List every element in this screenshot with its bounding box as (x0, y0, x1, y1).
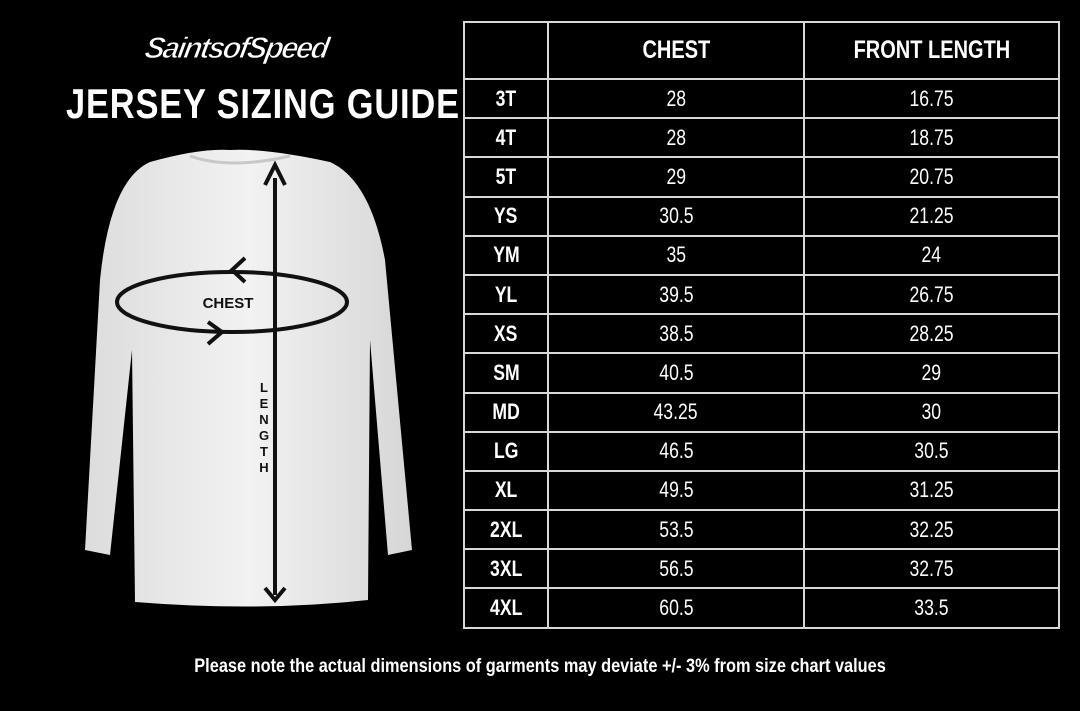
front-length-cell: 32.75 (803, 548, 1060, 590)
length-label: L E N G T H (259, 380, 269, 475)
size-cell: YM (463, 234, 549, 276)
chest-cell: 28 (547, 77, 805, 120)
front-length-cell: 20.75 (803, 156, 1060, 198)
front-length-cell: 21.25 (803, 195, 1060, 237)
chest-cell: 35 (547, 234, 805, 276)
table-row: 3T 28 16.75 (463, 77, 1060, 120)
size-cell: 3T (463, 77, 549, 120)
size-cell: YS (463, 195, 549, 237)
chest-cell: 38.5 (547, 313, 805, 355)
chest-label: CHEST (203, 295, 254, 312)
table-row: YS 30.5 21.25 (463, 195, 1060, 237)
table-row: MD 43.25 30 (463, 391, 1060, 433)
size-cell: 4T (463, 117, 549, 159)
length-letter: L (260, 380, 268, 395)
size-cell: SM (463, 352, 549, 394)
front-length-cell: 31.25 (803, 469, 1060, 512)
front-length-cell: 16.75 (803, 77, 1060, 120)
header-chest: CHEST (547, 21, 805, 80)
table-row: XS 38.5 28.25 (463, 313, 1060, 355)
chest-cell: 43.25 (547, 391, 805, 433)
header-front-length: FRONT LENGTH (803, 21, 1060, 80)
table-row: YM 35 24 (463, 234, 1060, 276)
svg-text:SaintsofSpeed: SaintsofSpeed (142, 32, 333, 65)
size-cell: LG (463, 430, 549, 472)
length-letter: G (259, 428, 269, 443)
table-row: SM 40.5 29 (463, 352, 1060, 394)
size-cell: MD (463, 391, 549, 433)
table-row: 2XL 53.5 32.25 (463, 509, 1060, 551)
footnote: Please note the actual dimensions of gar… (194, 656, 886, 677)
page-title: JERSEY SIZING GUIDE (66, 80, 460, 127)
size-cell: 5T (463, 156, 549, 198)
size-table: CHEST FRONT LENGTH 3T 28 16.75 4T 28 18.75 5T 2… (463, 21, 1060, 629)
table-header-row: CHEST FRONT LENGTH (463, 21, 1060, 80)
chest-cell: 40.5 (547, 352, 805, 394)
length-letter: T (260, 444, 268, 459)
jersey-diagram: CHEST L E N G T H (85, 149, 412, 607)
length-letter: E (260, 396, 269, 411)
front-length-cell: 29 (803, 352, 1060, 394)
table-row: YL 39.5 26.75 (463, 273, 1060, 316)
chest-cell: 39.5 (547, 273, 805, 316)
table-row: 4XL 60.5 33.5 (463, 587, 1060, 629)
front-length-cell: 18.75 (803, 117, 1060, 159)
length-letter: N (259, 412, 268, 427)
chest-cell: 60.5 (547, 587, 805, 629)
front-length-cell: 24 (803, 234, 1060, 276)
chest-cell: 49.5 (547, 469, 805, 512)
header-size (463, 21, 549, 80)
chest-cell: 29 (547, 156, 805, 198)
size-cell: XS (463, 313, 549, 355)
table-row: 3XL 56.5 32.75 (463, 548, 1060, 590)
chest-cell: 46.5 (547, 430, 805, 472)
front-length-cell: 30.5 (803, 430, 1060, 472)
table-row: LG 46.5 30.5 (463, 430, 1060, 472)
chest-cell: 28 (547, 117, 805, 159)
chest-cell: 30.5 (547, 195, 805, 237)
size-cell: 2XL (463, 509, 549, 551)
table-row: 5T 29 20.75 (463, 156, 1060, 198)
size-cell: 4XL (463, 587, 549, 629)
front-length-cell: 33.5 (803, 587, 1060, 629)
chest-cell: 56.5 (547, 548, 805, 590)
chest-cell: 53.5 (547, 509, 805, 551)
front-length-cell: 26.75 (803, 273, 1060, 316)
length-letter: H (259, 460, 268, 475)
brand-logo: SaintsofSpeed (142, 32, 334, 66)
size-cell: YL (463, 273, 549, 316)
table-row: 4T 28 18.75 (463, 117, 1060, 159)
jersey-shape (85, 149, 412, 607)
size-cell: XL (463, 469, 549, 512)
table-row: XL 49.5 31.25 (463, 469, 1060, 512)
front-length-cell: 30 (803, 391, 1060, 433)
size-cell: 3XL (463, 548, 549, 590)
front-length-cell: 28.25 (803, 313, 1060, 355)
front-length-cell: 32.25 (803, 509, 1060, 551)
